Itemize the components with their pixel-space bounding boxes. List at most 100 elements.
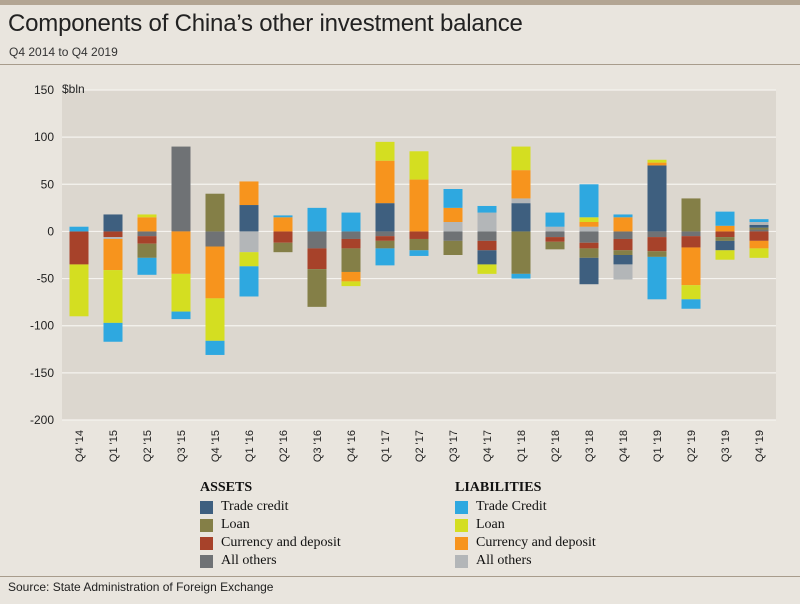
bar-segment [409,231,429,239]
bar-segment [647,237,667,252]
bar-segment [273,217,293,232]
legend-item-liabilities-trade-credit: Trade Credit [455,498,695,516]
x-tick-label: Q3 '15 [176,430,188,462]
bar-segment [749,227,769,230]
legend-swatch [200,536,213,550]
bar-segment [239,266,259,297]
bar-segment [239,231,259,253]
bar-segment [715,237,735,241]
bar-segment [681,285,701,300]
chart-title: Components of China’s other investment b… [8,10,523,37]
x-tick-label: Q3 '18 [584,430,596,462]
bar-segment [715,225,735,232]
legend-label: Trade Credit [476,499,547,514]
bar-segment [443,240,463,255]
bar-segment [715,240,735,251]
bar-segment [613,250,633,255]
bar-segment [307,207,327,232]
bar-segment [409,179,429,232]
bar-segment [511,231,531,274]
bar-segment [511,146,531,171]
bar-segment [273,231,293,243]
bar-segment [137,217,157,232]
bar-segment [511,170,531,199]
x-tick-label: Q2 '15 [142,430,154,462]
bar-segment [171,146,191,232]
bar-segment [443,207,463,222]
bar-segment [715,250,735,260]
bar-segment [613,217,633,232]
x-tick-label: Q3 '16 [312,430,324,462]
legend-item-assets-currency-deposit: Currency and deposit [200,534,440,552]
bar-segment [613,264,633,280]
bar-segment [579,257,599,285]
legend-item-liabilities-loan: Loan [455,516,695,534]
chart-subtitle: Q4 2014 to Q4 2019 [9,45,118,59]
bar-segment [579,231,599,243]
legend-liabilities-title: LIABILITIES [455,480,542,495]
y-tick-labels: 150 100 50 0 -50 -100 -150 -200 [30,83,54,427]
legend-swatch [455,536,468,550]
bar-segment [545,237,565,242]
bar-segment [171,311,191,320]
bar-segment [205,340,225,355]
bar-segment [545,241,565,250]
legend-swatch [455,500,468,514]
bar-segment [137,236,157,244]
bar-segment [375,141,395,161]
x-tick-label: Q4 '14 [74,430,86,462]
bar-segment [205,246,225,299]
x-tick-label: Q1 '18 [516,430,528,462]
y-tick-label: 0 [47,224,54,238]
bar-segment [171,273,191,312]
bar-segment [647,159,667,163]
bar-segment [307,269,327,307]
legend-label: Currency and deposit [476,535,596,550]
bar-segment [103,237,123,239]
bar-segment [681,247,701,286]
bar-segment [579,222,599,227]
bar-segment [511,198,531,204]
y-tick-label: -100 [30,319,54,333]
bar-segment [409,151,429,180]
legend-label: All others [476,553,532,568]
x-tick-labels: Q4 '14 Q1 '15 Q2 '15 Q3 '15 Q4 '15 Q1 '16 Q2 '… [74,430,766,462]
bar-segment [579,248,599,258]
bar-segment [681,299,701,309]
bar-segment [477,212,497,232]
bar-segment [409,238,429,251]
bar-segment [681,198,701,232]
x-tick-label: Q4 '16 [346,430,358,462]
bar-segment [341,212,361,232]
bar-segment [749,222,769,225]
bar-segment [239,181,259,206]
bar-segment [171,231,191,274]
bar-segment [103,231,123,238]
bar-segment [647,256,667,300]
legend-swatch [200,554,213,568]
bar-segment [647,231,667,238]
x-tick-label: Q4 '15 [210,430,222,462]
bar-segment [545,212,565,227]
bar-segment [341,248,361,272]
bar-segment [103,238,123,271]
bar-segment [103,214,123,232]
legend-liabilities: LIABILITIES Trade Credit Loan Currency a… [455,478,695,570]
x-tick-label: Q1 '15 [108,430,120,462]
legend-swatch [200,518,213,532]
title-divider [0,64,800,65]
bar-segment [137,231,157,237]
bar-segment [307,231,327,249]
stacked-bar-chart: 150 100 50 0 -50 -100 -150 -200 Q4 '14 Q1 '15 Q2 … [30,82,776,462]
bar-segment [613,214,633,218]
x-tick-label: Q2 '16 [278,430,290,462]
legend-item-assets-trade-credit: Trade credit [200,498,440,516]
top-accent-bar [0,0,800,5]
y-tick-label: -50 [37,272,55,286]
legend-label: Loan [221,517,250,532]
bar-segment [137,214,157,218]
bar-segment [375,203,395,232]
legend-item-liabilities-currency-deposit: Currency and deposit [455,534,695,552]
bar-segment [749,240,769,249]
y-axis-label: $bln [62,82,85,96]
